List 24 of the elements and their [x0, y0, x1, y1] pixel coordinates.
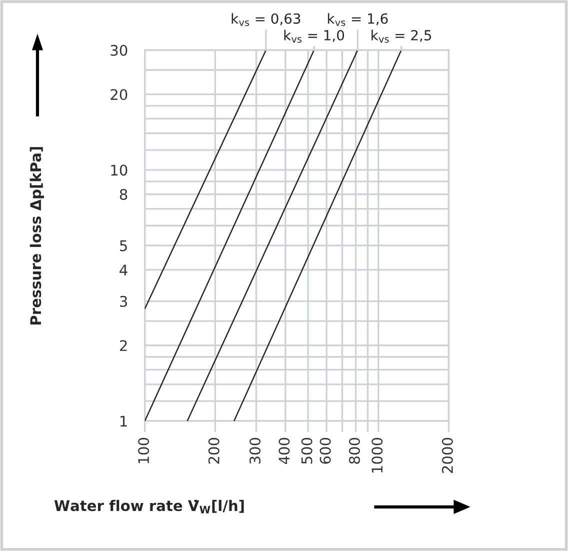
- y-tick-label: 30: [110, 44, 128, 56]
- annotation: k$_{vs}$ = 1,6: [328, 13, 388, 26]
- annotation: k$_{vs}$ = 2,5: [372, 30, 432, 43]
- annotation: k$_{vs}$ = 0,63: [232, 13, 300, 26]
- x-tick-label: 100: [138, 438, 150, 464]
- x-tick-label: 400: [278, 438, 290, 464]
- y-tick-label: 10: [111, 164, 128, 176]
- y-tick-label: 8: [120, 188, 128, 200]
- x-tick-label: 800: [348, 438, 360, 464]
- x-tick-label: 1000: [372, 438, 383, 472]
- x-tick-label: 300: [249, 438, 261, 464]
- y-tick-label: 20: [110, 89, 128, 100]
- y-tick-label: 2: [120, 340, 127, 351]
- x-tick-label: 600: [320, 438, 331, 464]
- x-tick-label: 2000: [442, 438, 453, 473]
- x-tick-label: 500: [301, 438, 312, 464]
- y-tick-label: 1: [120, 416, 127, 427]
- y-axis-title: Pressure loss Δp[kPa]: [30, 147, 44, 324]
- y-tick-label: 5: [120, 240, 127, 252]
- y-tick-label: 3: [120, 296, 128, 307]
- y-tick-label: 4: [120, 264, 128, 276]
- x-axis-title: Water flow rate V̇$_{W}$[l/h]: [54, 500, 244, 514]
- x-tick-label: 200: [208, 438, 220, 464]
- annotation: k$_{vs}$ = 1,0: [284, 30, 344, 43]
